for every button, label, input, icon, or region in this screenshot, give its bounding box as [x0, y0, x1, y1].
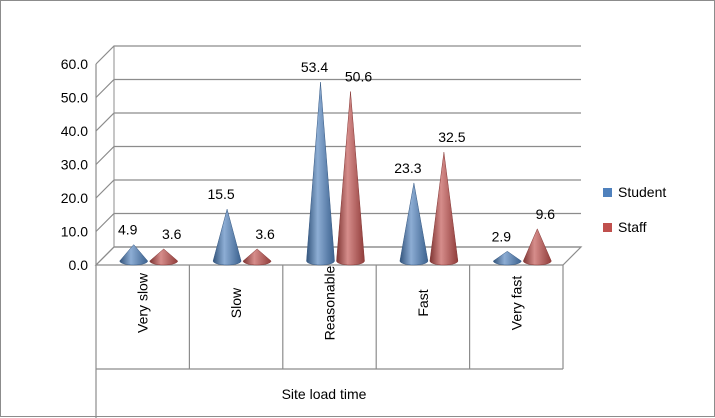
gridline: [95, 112, 581, 132]
cone-bar: [119, 244, 148, 266]
y-tick-label: 50.0: [61, 90, 88, 106]
y-tick-label: 10.0: [61, 224, 88, 240]
cone-body: [493, 250, 522, 266]
data-label: 23.3: [394, 160, 421, 176]
data-label: 32.5: [438, 129, 465, 145]
data-labels: 4.9 3.6 15.5 3.6 53.4 50.6 23.3 32.5 2.9 9.6: [118, 59, 555, 244]
data-label: 2.9: [492, 228, 512, 244]
cone-body: [429, 152, 459, 266]
category-label: Very fast: [508, 276, 524, 331]
data-label: 53.4: [301, 59, 328, 75]
grid: [94, 45, 583, 266]
cone-bar: [212, 208, 242, 266]
floor: [94, 246, 583, 266]
data-label: 9.6: [536, 206, 556, 222]
cone-bar: [242, 248, 272, 266]
legend-swatch: [603, 223, 612, 232]
cone-bar: [493, 250, 522, 266]
data-label: 4.9: [118, 222, 138, 238]
category-label: Slow: [228, 287, 244, 318]
legend: Student Staff: [603, 184, 666, 235]
data-label: 15.5: [207, 186, 234, 202]
cone-body: [306, 82, 335, 266]
cone-bar: [306, 82, 335, 266]
data-label: 50.6: [345, 68, 372, 84]
category-label: Very slow: [135, 272, 151, 333]
cone-body: [212, 208, 242, 266]
y-tick-label: 20.0: [61, 190, 88, 206]
category-table: Very slow Slow Reasonable Fast Very fast: [95, 265, 564, 418]
legend-label: Student: [618, 184, 666, 200]
x-axis-title: Site load time: [282, 386, 367, 402]
cone-bar: [149, 248, 178, 266]
cone-body: [523, 228, 552, 266]
data-label: 3.6: [255, 226, 275, 242]
y-tick-label: 0.0: [69, 257, 89, 273]
cone-bar: [336, 91, 365, 266]
y-tick-label: 40.0: [61, 123, 88, 139]
y-tick-label: 60.0: [61, 56, 88, 72]
category-label: Fast: [415, 289, 431, 316]
cone-body: [399, 182, 429, 266]
gridline: [95, 179, 581, 199]
cone-body: [242, 248, 272, 266]
y-axis-ticks: 0.0 10.0 20.0 30.0 40.0 50.0 60.0: [61, 56, 88, 273]
gridline: [95, 78, 581, 98]
plot-area: [119, 82, 552, 266]
category-label: Reasonable: [322, 265, 338, 340]
cone-bar: [399, 182, 429, 266]
cone-bar: [523, 228, 552, 266]
gridline: [95, 145, 581, 165]
cone-body: [119, 244, 148, 266]
cone-body: [336, 91, 365, 266]
cone-bar: [429, 152, 459, 266]
data-label: 3.6: [162, 226, 182, 242]
y-tick-label: 30.0: [61, 157, 88, 173]
legend-label: Staff: [618, 219, 647, 235]
cone-body: [149, 248, 178, 266]
legend-swatch: [603, 188, 612, 197]
gridline: [95, 45, 581, 65]
